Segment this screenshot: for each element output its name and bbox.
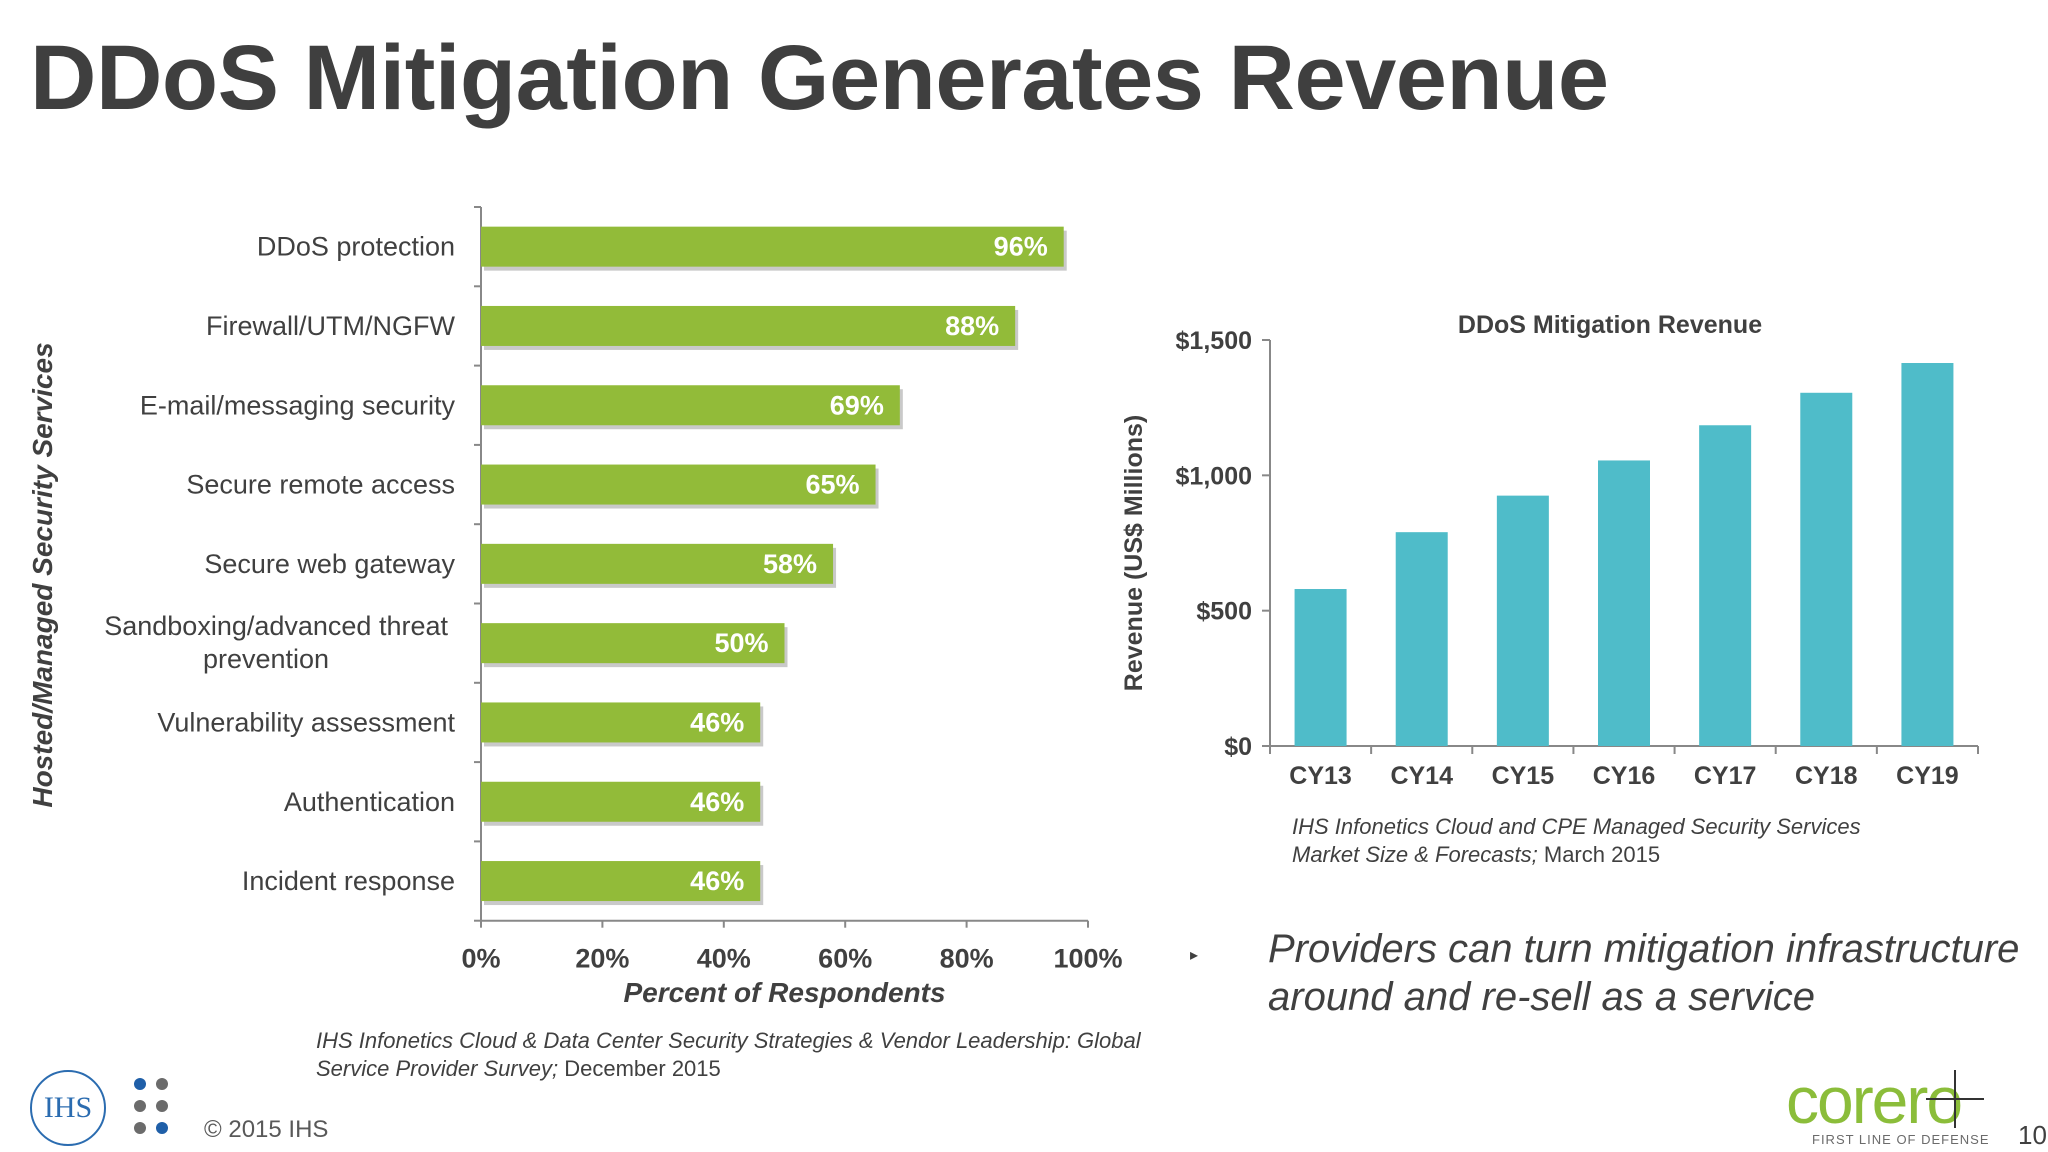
bar [1395,532,1448,746]
bar-data-label: 46% [690,866,744,896]
chart-title: DDoS Mitigation Revenue [1458,311,1762,339]
category-label: E-mail/messaging security [140,390,456,420]
bullet-text: Providers can turn mitigation infrastruc… [1268,927,2020,1019]
bar-data-label: 69% [830,390,884,420]
bar [481,543,834,584]
x-tick-label: 80% [940,944,994,974]
x-tick-label: 100% [1053,944,1122,974]
bar [481,305,1016,346]
x-tick-label: CY15 [1492,762,1555,790]
bar-data-label: 96% [994,232,1048,262]
category-label: Vulnerability assessment [157,707,455,737]
bar-data-label: 50% [714,628,768,658]
bar [1496,495,1549,746]
x-tick-label: 20% [575,944,629,974]
x-tick-label: CY14 [1390,762,1453,790]
bar [481,623,785,664]
x-tick-label: 0% [461,944,500,974]
category-label: Authentication [284,787,455,817]
x-tick-label: 40% [697,944,751,974]
x-tick-label: CY13 [1289,762,1352,790]
y-tick-label: $500 [1196,598,1252,626]
bar [1598,460,1650,746]
y-axis-label: Revenue (US$ Millions) [1120,415,1148,691]
x-tick-label: 60% [818,944,872,974]
bar-data-label: 88% [945,311,999,341]
bar-data-label: 46% [690,787,744,817]
source-right-citation: IHS Infonetics Cloud and CPE Managed Sec… [1292,814,1861,867]
bar [481,781,761,822]
source-left: IHS Infonetics Cloud & Data Center Secur… [316,1027,1216,1083]
bar [481,861,761,902]
source-right: IHS Infonetics Cloud and CPE Managed Sec… [1292,813,1932,869]
category-label: Firewall/UTM/NGFW [206,311,455,341]
dots-logo-icon [134,1078,174,1144]
x-tick-label: CY17 [1694,762,1757,790]
source-left-citation: IHS Infonetics Cloud & Data Center Secur… [316,1028,1141,1081]
bar [1294,589,1347,746]
category-label: Incident response [242,866,455,896]
corero-logo-word: corero [1786,1063,1963,1137]
copyright: © 2015 IHS [204,1116,329,1143]
bar-data-label: 58% [763,549,817,579]
category-label: Secure remote access [186,470,455,500]
bar [1699,425,1752,746]
bar [1800,392,1853,746]
y-axis-label: Hosted/Managed Security Services [27,342,58,807]
x-tick-label: CY19 [1896,762,1959,790]
corero-tagline: FIRST LINE OF DEFENSE [1812,1132,1990,1147]
bar [481,385,900,426]
x-tick-label: CY18 [1795,762,1858,790]
bar [1901,363,1954,746]
crosshair-icon-v [1954,1070,1956,1128]
x-axis-label: Percent of Respondents [623,977,945,1008]
bar-data-label: 46% [690,707,744,737]
respondents-bar-chart: 96% DDoS protection 88% Firewall/UTM/NGFW 69… [27,206,1123,1008]
category-label: Sandboxing/advanced threat prevention [104,611,448,674]
source-right-date: March 2015 [1543,842,1661,867]
revenue-bar-chart: $0 $500 $1,000 $1,500 CY13 CY14 CY15 CY16 CY17 CY… [1120,311,1979,790]
bar [481,226,1064,267]
y-tick-label: $0 [1224,733,1252,761]
bar [481,702,761,743]
bullet-arrow-icon: ▸ [1190,947,1199,964]
corero-logo: corero FIRST LINE OF DEFENSE [1786,1062,1989,1152]
category-label: Secure web gateway [204,549,455,579]
y-tick-label: $1,000 [1176,462,1252,490]
ihs-logo-text: IHS [43,1091,93,1124]
ihs-logo: IHS [30,1070,106,1146]
slide-title: DDoS Mitigation Generates Revenue [30,27,1609,129]
category-label: DDoS protection [257,232,455,262]
bar [481,464,876,505]
x-tick-label: CY16 [1593,762,1656,790]
bar-data-label: 65% [806,470,860,500]
y-tick-label: $1,500 [1176,327,1252,355]
source-left-date: December 2015 [564,1056,721,1081]
page-number: 10 [2018,1120,2047,1150]
